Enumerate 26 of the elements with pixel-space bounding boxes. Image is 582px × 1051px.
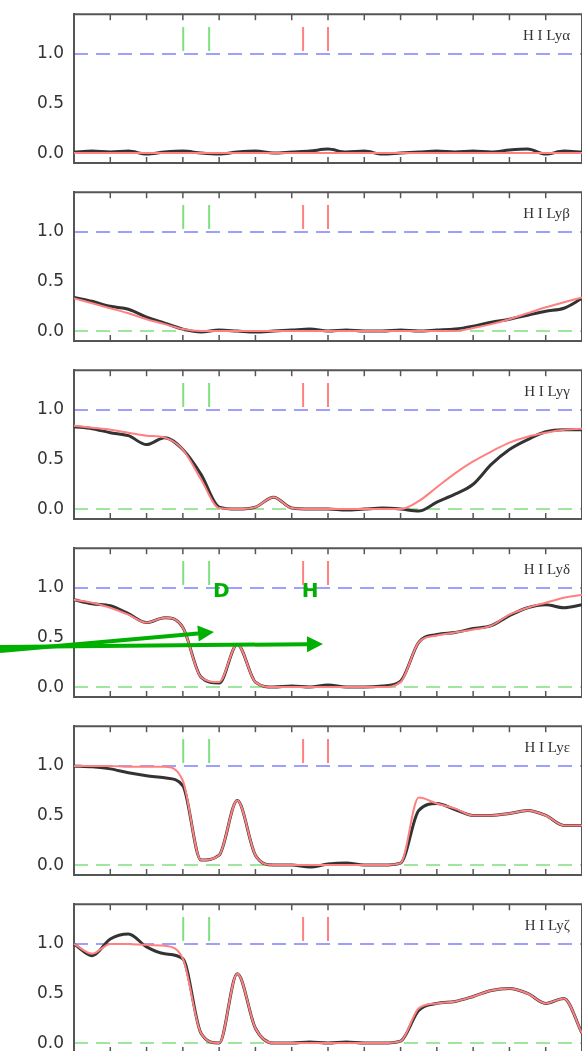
y-tick-label: 1.0 [36,754,64,775]
text: H I Lyε [524,739,570,756]
y-tick-label: 0.0 [36,853,64,874]
y-tick-label: 1.0 [36,220,64,241]
y-tick-label: 0.0 [36,141,64,162]
y-tick-label: 0.0 [36,1031,64,1051]
y-tick-label: 0.5 [36,803,64,824]
y-tick-label: 0.0 [36,675,64,696]
annotation: H [301,577,319,602]
text: H I Lyδ [523,561,570,578]
text: H I Lyγ [524,383,571,400]
y-tick-label: 1.0 [36,42,64,63]
text: H I Lyζ [524,917,570,934]
y-tick-label: 0.5 [36,625,64,646]
y-tick-label: 1.0 [36,932,64,953]
y-tick-label: 0.0 [36,319,64,340]
text: H I Lyα [522,27,571,44]
y-tick-label: 1.0 [36,576,64,597]
y-tick-label: 0.5 [36,269,64,290]
y-tick-label: 1.0 [36,398,64,419]
y-tick-label: 0.5 [36,981,64,1002]
y-tick-label: 0.0 [36,497,64,518]
y-tick-label: 0.5 [36,91,64,112]
text: H I Lyβ [523,205,570,222]
y-tick-label: 0.5 [36,447,64,468]
annotation: D [213,577,230,602]
